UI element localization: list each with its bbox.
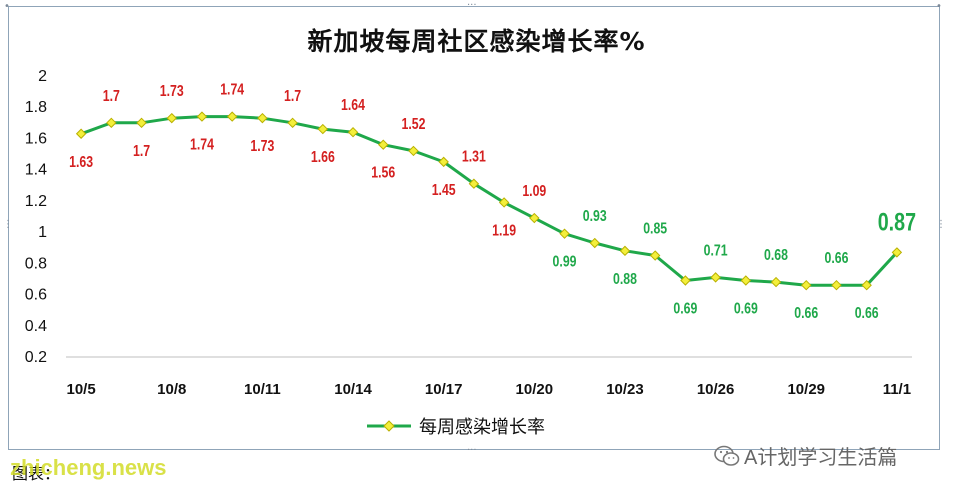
data-label: 1.7 — [133, 141, 150, 159]
data-label: 0.99 — [553, 252, 577, 270]
data-label: 0.68 — [764, 246, 788, 264]
data-label: 0.66 — [794, 304, 818, 322]
data-label: 1.09 — [522, 182, 546, 200]
y-tick-label: 1.4 — [25, 162, 47, 179]
data-label: 0.93 — [583, 207, 607, 225]
frame-handle-left: ⋮ — [3, 219, 13, 230]
y-tick-label: 0.2 — [25, 349, 47, 366]
frame-handle-bottom: ··· — [467, 445, 477, 456]
y-tick-label: 2 — [38, 68, 47, 85]
x-tick-label: 11/1 — [883, 381, 911, 398]
x-tick-label: 10/26 — [697, 381, 735, 398]
frame-handle-top: ··· — [467, 0, 477, 11]
data-point — [408, 145, 419, 157]
data-point — [287, 117, 298, 129]
data-label: 1.73 — [250, 137, 274, 155]
data-point — [75, 128, 87, 139]
legend: 每周感染增长率 — [365, 413, 545, 439]
data-point — [378, 139, 389, 150]
x-tick-label: 10/20 — [516, 381, 554, 398]
chart-title: 新加坡每周社区感染增长率% — [307, 27, 646, 56]
data-point — [619, 245, 631, 257]
data-label: 1.7 — [284, 86, 301, 104]
data-label: 0.85 — [643, 219, 667, 237]
chart-frame — [8, 6, 940, 450]
data-label: 0.71 — [704, 241, 728, 259]
y-tick-label: 1.6 — [25, 130, 47, 147]
watermark-site: zhicheng.news — [10, 455, 167, 480]
data-point — [680, 275, 691, 286]
data-label: 1.64 — [341, 96, 365, 114]
x-tick-label: 10/17 — [425, 381, 463, 398]
data-point — [649, 250, 661, 261]
y-tick-label: 0.4 — [25, 318, 47, 335]
watermark-account-text: A计划学习生活篇 — [744, 447, 898, 469]
data-point — [468, 178, 480, 189]
data-label: 1.56 — [371, 163, 395, 181]
data-point — [106, 117, 117, 129]
data-label: 0.69 — [734, 299, 758, 317]
data-point — [740, 275, 752, 286]
data-label: 1.63 — [69, 152, 93, 170]
line-chart: 2 1.8 1.6 1.4 1.2 1 0.8 0.6 0.4 0.2 10/5 10/8 10/11 1… — [25, 68, 916, 398]
data-label: 1.45 — [432, 180, 456, 198]
wechat-icon — [714, 445, 740, 466]
data-label: 1.31 — [462, 147, 486, 165]
data-point — [166, 112, 177, 124]
data-point — [136, 117, 147, 129]
x-tick-label: 10/23 — [606, 381, 644, 398]
data-label: 1.7 — [103, 86, 120, 104]
x-tick-label: 10/5 — [67, 381, 96, 398]
x-tick-label: 10/14 — [334, 381, 372, 398]
data-point — [498, 197, 510, 208]
data-label: 0.66 — [824, 249, 848, 267]
data-point — [317, 123, 329, 135]
data-label: 1.73 — [160, 82, 184, 100]
data-label: 0.87 — [878, 208, 916, 236]
data-label: 0.69 — [673, 299, 697, 317]
data-point — [347, 126, 359, 138]
data-point — [438, 156, 449, 168]
data-point — [831, 279, 842, 291]
data-label: 1.74 — [220, 80, 244, 98]
series-line — [80, 115, 899, 287]
legend-line-marker-icon — [367, 420, 411, 432]
data-point — [559, 228, 570, 239]
data-label: 1.19 — [492, 221, 516, 239]
y-tick-label: 1.2 — [25, 193, 47, 210]
watermark-account: A计划学习生活篇 — [714, 441, 897, 470]
data-label: 1.52 — [401, 114, 425, 132]
data-point — [801, 279, 812, 291]
y-tick-label: 1 — [38, 224, 47, 241]
data-label: 1.74 — [190, 135, 214, 153]
data-point — [529, 212, 540, 224]
data-label: 1.66 — [311, 148, 335, 166]
data-point — [770, 276, 782, 288]
data-point — [226, 111, 238, 122]
data-point — [589, 237, 600, 249]
frame-handle-right: ⋮ — [936, 219, 946, 230]
source-text: 图表： — [12, 464, 61, 483]
x-tick-label: 10/29 — [787, 381, 825, 398]
data-label: 0.88 — [613, 269, 637, 287]
frame-handle-topright: • — [936, 1, 942, 12]
data-label: 0.66 — [855, 304, 879, 322]
y-tick-label: 1.8 — [25, 99, 47, 116]
data-point — [891, 247, 903, 258]
legend-label: 每周感染增长率 — [419, 417, 545, 438]
data-point — [710, 272, 721, 283]
y-tick-label: 0.8 — [25, 255, 47, 272]
y-tick-label: 0.6 — [25, 287, 47, 304]
data-point — [861, 279, 872, 291]
x-tick-label: 10/11 — [244, 381, 281, 398]
frame-handle-topleft: • — [4, 1, 10, 12]
data-point — [196, 111, 208, 122]
x-tick-label: 10/8 — [157, 381, 186, 398]
data-point — [257, 112, 268, 124]
